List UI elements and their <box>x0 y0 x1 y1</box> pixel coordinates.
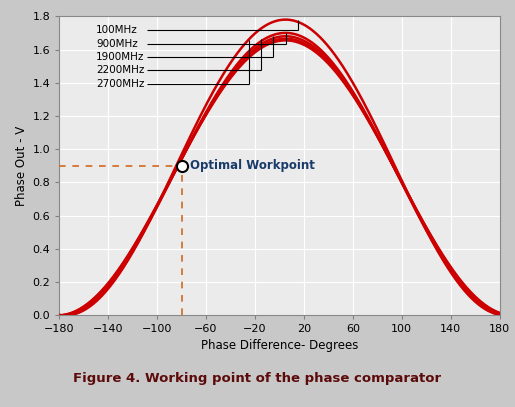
Text: 1900MHz: 1900MHz <box>96 52 144 62</box>
Y-axis label: Phase Out - V: Phase Out - V <box>15 126 28 206</box>
Text: Optimal Workpoint: Optimal Workpoint <box>190 160 315 172</box>
Text: Figure 4. Working point of the phase comparator: Figure 4. Working point of the phase com… <box>74 372 441 385</box>
Text: 2200MHz: 2200MHz <box>96 65 144 75</box>
Text: 900MHz: 900MHz <box>96 39 138 49</box>
X-axis label: Phase Difference- Degrees: Phase Difference- Degrees <box>201 339 358 352</box>
Text: 100MHz: 100MHz <box>96 24 138 35</box>
Text: 2700MHz: 2700MHz <box>96 79 144 89</box>
